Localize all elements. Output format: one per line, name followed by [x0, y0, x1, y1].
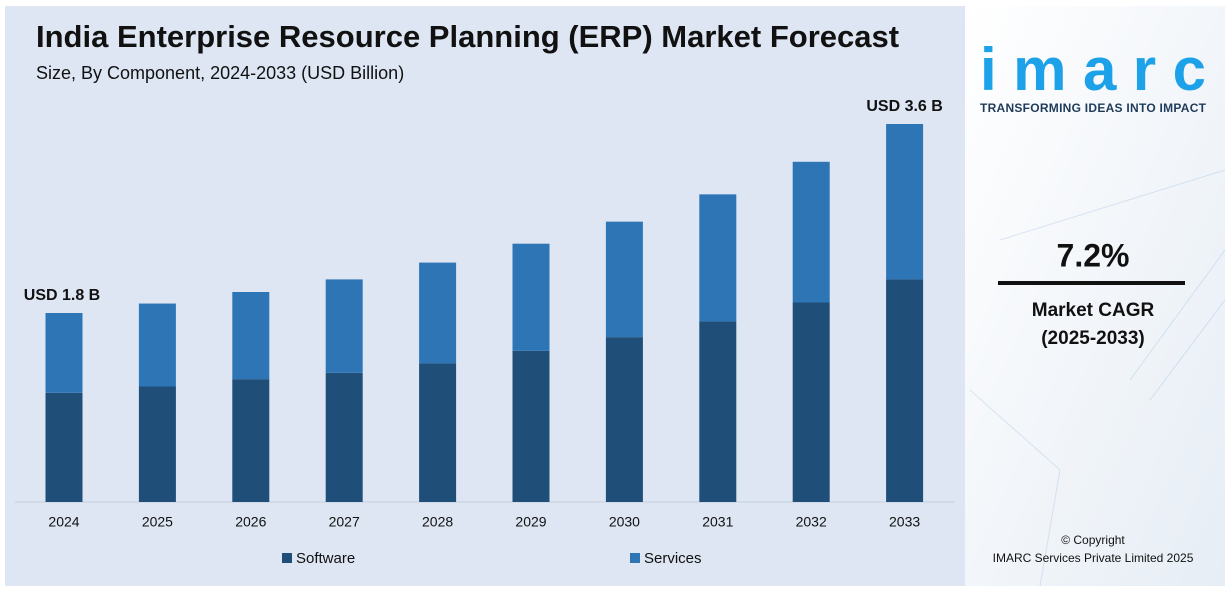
cagr-label: Market CAGR [1032, 300, 1155, 321]
bar-segment [886, 124, 924, 280]
legend-swatch [282, 553, 292, 563]
bar-segment [325, 372, 363, 502]
x-tick-label: 2030 [609, 514, 640, 530]
sidebar-decoration [969, 169, 1226, 587]
x-tick-label: 2029 [515, 514, 546, 530]
bar-segment [699, 321, 737, 502]
legend-label: Services [644, 550, 702, 567]
bar-segment [605, 221, 643, 338]
x-tick-label: 2024 [48, 514, 79, 530]
x-tick-label: 2031 [702, 514, 733, 530]
legend-label: Software [296, 550, 355, 567]
bar-segment [232, 292, 270, 380]
bar-segment [512, 350, 550, 502]
bar-segment [792, 161, 830, 303]
bar-segment [419, 262, 457, 364]
bar-segment [45, 392, 83, 502]
bar-segment [138, 386, 176, 502]
cagr-value: 7.2% [1057, 237, 1130, 273]
x-tick-label: 2025 [142, 514, 173, 530]
bar-segment [886, 279, 924, 502]
x-tick-label: 2027 [329, 514, 360, 530]
x-tick-label: 2026 [235, 514, 266, 530]
bar-segment [699, 194, 737, 322]
bar-segment [138, 303, 176, 387]
bar-segment [232, 379, 270, 502]
sidebar-panel [965, 6, 1225, 586]
bar-segment [325, 279, 363, 373]
total-annotation: USD 3.6 B [866, 98, 942, 115]
x-tick-label: 2028 [422, 514, 453, 530]
bar-segment [605, 337, 643, 502]
legend-swatch [630, 553, 640, 563]
bar-segment [792, 302, 830, 502]
x-tick-label: 2033 [889, 514, 920, 530]
bar-segment [45, 313, 83, 393]
logo: imarc [980, 36, 1206, 103]
bar-segment [512, 243, 550, 351]
cagr-period: (2025-2033) [1041, 328, 1145, 349]
tagline: TRANSFORMING IDEAS INTO IMPACT [980, 101, 1207, 115]
chart-subtitle: Size, By Component, 2024-2033 (USD Billi… [36, 63, 404, 83]
chart-title: India Enterprise Resource Planning (ERP)… [36, 19, 899, 54]
bar-segment [419, 363, 457, 502]
x-tick-label: 2032 [796, 514, 827, 530]
total-annotation: USD 1.8 B [24, 287, 100, 304]
copyright: © Copyright [1061, 533, 1125, 547]
company: IMARC Services Private Limited 2025 [993, 551, 1194, 565]
